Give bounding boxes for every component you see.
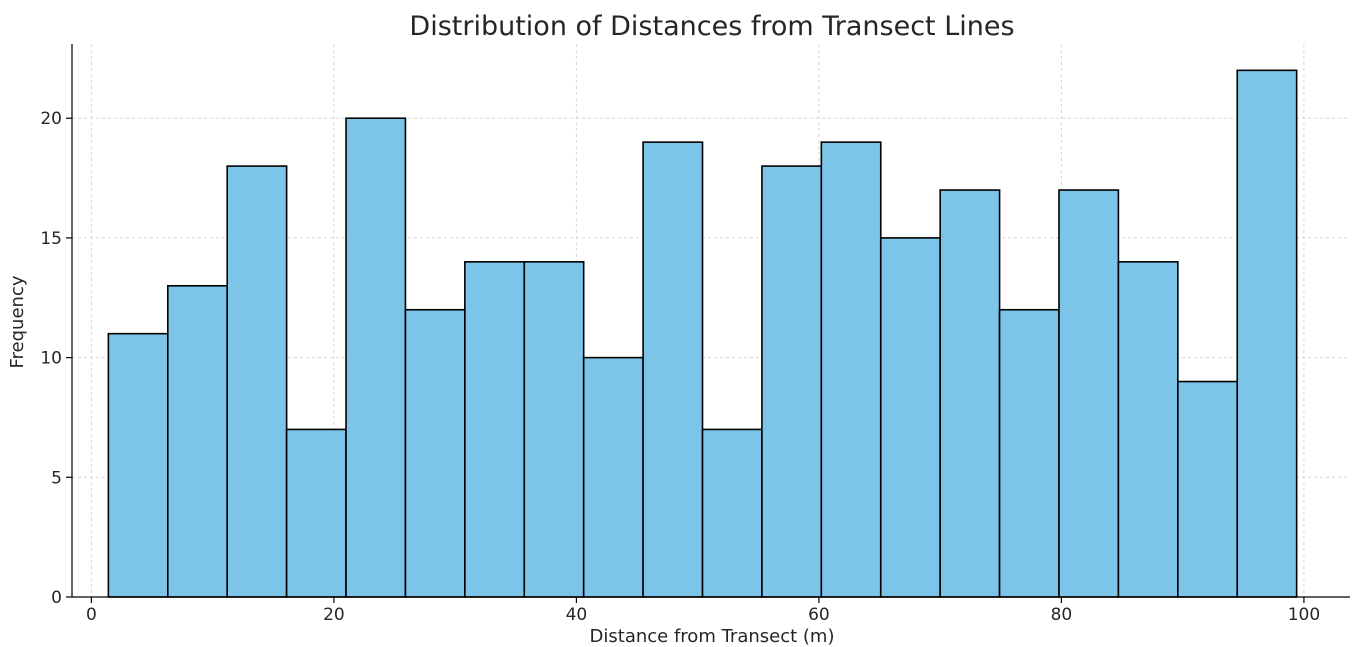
histogram-bar xyxy=(939,189,1001,598)
y-tick-label: 0 xyxy=(51,588,62,608)
y-tick-label: 20 xyxy=(40,109,62,129)
x-tick-label: 60 xyxy=(808,605,830,625)
histogram-bar xyxy=(166,284,229,598)
histogram-bar xyxy=(345,117,407,598)
y-tick-label: 15 xyxy=(40,229,62,249)
x-tick-label: 20 xyxy=(323,605,345,625)
x-ticks: 0 20 40 60 80 100 xyxy=(86,597,1320,625)
histogram-bar xyxy=(1177,380,1239,598)
histogram-bar xyxy=(820,141,882,598)
histogram-bar xyxy=(761,165,823,598)
x-axis-label: Distance from Transect (m) xyxy=(590,626,835,647)
histogram-bar xyxy=(226,165,288,598)
x-tick-label: 0 xyxy=(86,605,97,625)
x-tick-label: 40 xyxy=(566,605,588,625)
histogram-bar xyxy=(404,308,466,598)
histogram-bar xyxy=(701,428,763,598)
y-tick-label: 10 xyxy=(40,349,62,369)
histogram-bar xyxy=(998,308,1060,598)
x-tick-label: 80 xyxy=(1051,605,1073,625)
bars xyxy=(107,69,1298,598)
histogram-bar xyxy=(464,261,526,598)
histogram-bar xyxy=(1058,189,1120,598)
y-axis-label: Frequency xyxy=(7,275,28,368)
histogram-bar xyxy=(879,237,941,598)
histogram-bar xyxy=(1117,261,1179,598)
histogram-bar xyxy=(582,356,644,598)
y-tick-label: 5 xyxy=(51,468,62,488)
chart-title: Distribution of Distances from Transect … xyxy=(409,11,1014,42)
histogram-bar xyxy=(523,261,585,598)
x-tick-label: 100 xyxy=(1288,605,1320,625)
axes xyxy=(71,44,1350,598)
y-ticks: 0 5 10 15 20 xyxy=(40,109,72,608)
histogram-bar xyxy=(642,141,704,598)
histogram-bar xyxy=(285,428,347,598)
histogram-bar xyxy=(1236,69,1298,598)
histogram-bar xyxy=(107,332,169,598)
